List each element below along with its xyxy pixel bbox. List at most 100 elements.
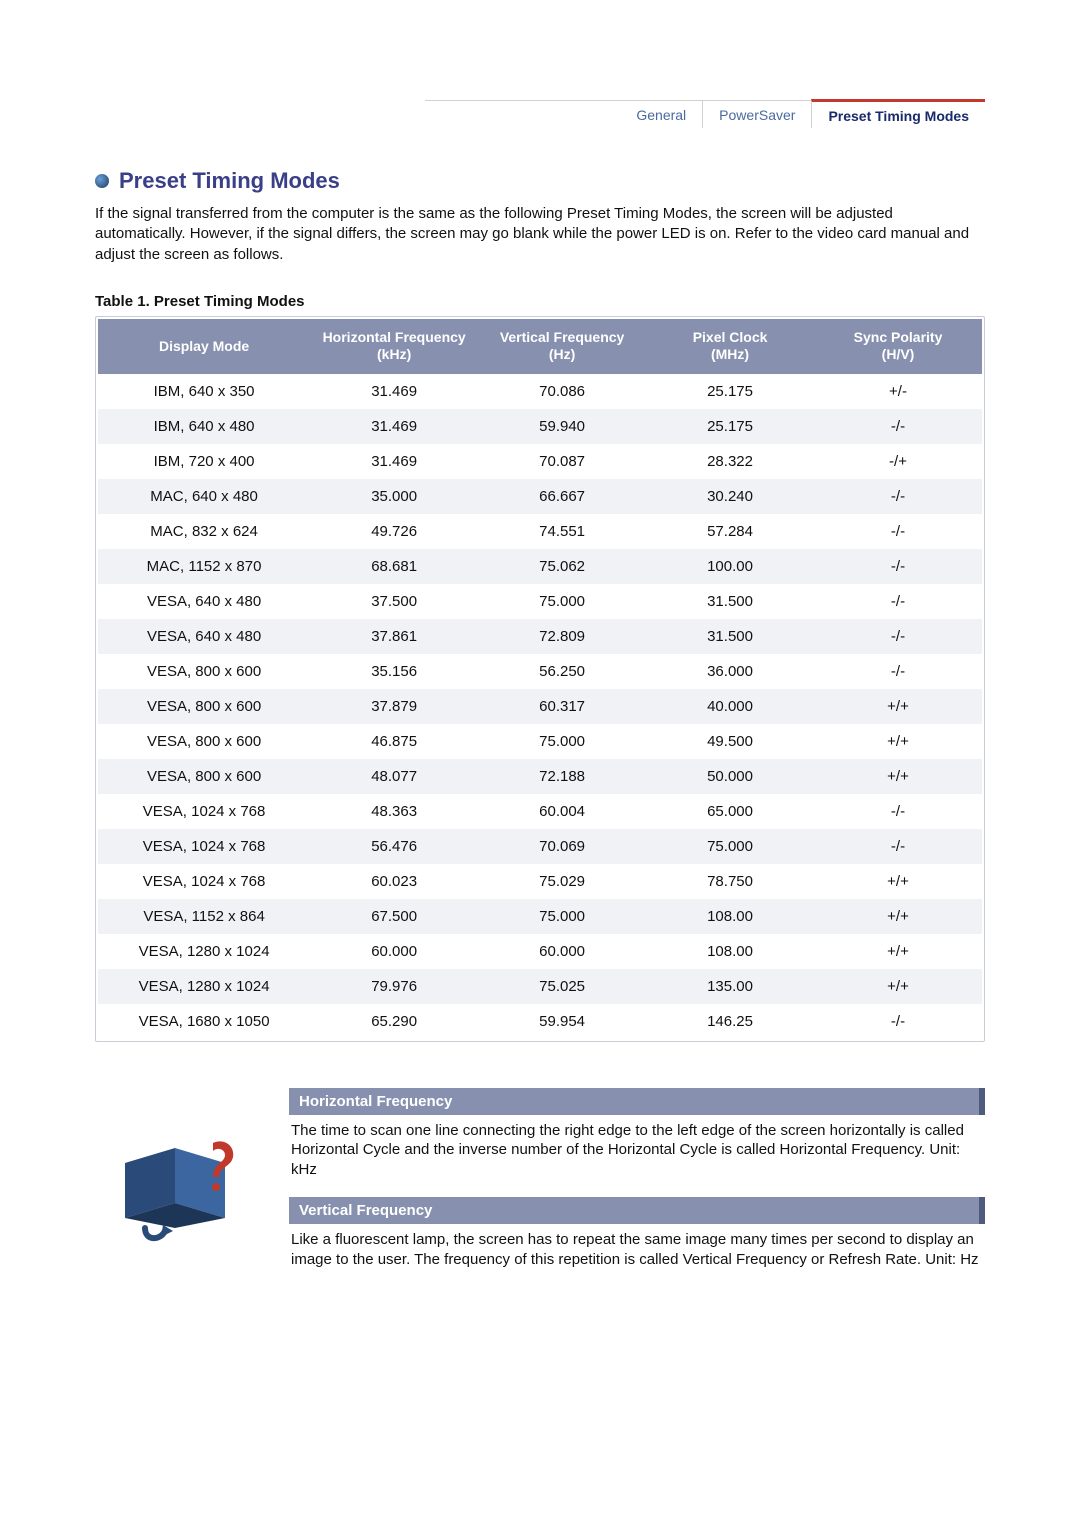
table-row: VESA, 1024 x 76856.47670.06975.000-/- bbox=[98, 829, 982, 864]
table-caption: Table 1. Preset Timing Modes bbox=[95, 293, 985, 310]
table-row: MAC, 1152 x 87068.68175.062100.00-/- bbox=[98, 549, 982, 584]
table-cell: 48.363 bbox=[310, 794, 478, 829]
table-cell: 37.500 bbox=[310, 584, 478, 619]
table-cell: +/+ bbox=[814, 864, 982, 899]
table-cell: 66.667 bbox=[478, 479, 646, 514]
table-row: VESA, 1152 x 86467.50075.000108.00+/+ bbox=[98, 899, 982, 934]
table-cell: +/+ bbox=[814, 689, 982, 724]
table-row: MAC, 832 x 62449.72674.55157.284-/- bbox=[98, 514, 982, 549]
table-cell: 108.00 bbox=[646, 899, 814, 934]
bullet-icon bbox=[95, 174, 109, 188]
table-cell: -/- bbox=[814, 654, 982, 689]
tab-preset-timing-modes[interactable]: Preset Timing Modes bbox=[811, 99, 985, 128]
table-cell: 37.879 bbox=[310, 689, 478, 724]
table-cell: 146.25 bbox=[646, 1004, 814, 1039]
table-cell: 67.500 bbox=[310, 899, 478, 934]
table-cell: -/- bbox=[814, 549, 982, 584]
table-cell: 65.290 bbox=[310, 1004, 478, 1039]
table-cell: 40.000 bbox=[646, 689, 814, 724]
table-cell: -/- bbox=[814, 794, 982, 829]
table-cell: 37.861 bbox=[310, 619, 478, 654]
table-cell: 56.476 bbox=[310, 829, 478, 864]
table-cell: 56.250 bbox=[478, 654, 646, 689]
table-cell: IBM, 640 x 350 bbox=[98, 374, 310, 409]
table-cell: IBM, 720 x 400 bbox=[98, 444, 310, 479]
table-row: VESA, 640 x 48037.86172.80931.500-/- bbox=[98, 619, 982, 654]
table-cell: -/- bbox=[814, 479, 982, 514]
table-cell: 36.000 bbox=[646, 654, 814, 689]
table-cell: VESA, 1152 x 864 bbox=[98, 899, 310, 934]
table-cell: 59.954 bbox=[478, 1004, 646, 1039]
table-cell: 70.086 bbox=[478, 374, 646, 409]
table-row: VESA, 1280 x 102479.97675.025135.00+/+ bbox=[98, 969, 982, 1004]
intro-text: If the signal transferred from the compu… bbox=[95, 204, 985, 265]
table-cell: -/- bbox=[814, 829, 982, 864]
table-cell: 31.469 bbox=[310, 444, 478, 479]
table-cell: 75.000 bbox=[478, 584, 646, 619]
table-cell: 35.000 bbox=[310, 479, 478, 514]
table-cell: VESA, 640 x 480 bbox=[98, 584, 310, 619]
col-header: Horizontal Frequency(kHz) bbox=[310, 319, 478, 374]
table-row: VESA, 800 x 60048.07772.18850.000+/+ bbox=[98, 759, 982, 794]
definitions: Horizontal FrequencyThe time to scan one… bbox=[95, 1088, 985, 1288]
table-cell: VESA, 800 x 600 bbox=[98, 759, 310, 794]
table-cell: 50.000 bbox=[646, 759, 814, 794]
col-header: Display Mode bbox=[98, 319, 310, 374]
table-cell: 57.284 bbox=[646, 514, 814, 549]
table-row: IBM, 640 x 48031.46959.94025.175-/- bbox=[98, 409, 982, 444]
table-cell: 75.000 bbox=[478, 899, 646, 934]
table-cell: -/- bbox=[814, 584, 982, 619]
page-title: Preset Timing Modes bbox=[119, 168, 340, 194]
table-cell: 75.000 bbox=[646, 829, 814, 864]
table-cell: -/+ bbox=[814, 444, 982, 479]
table-cell: 28.322 bbox=[646, 444, 814, 479]
tab-powersaver[interactable]: PowerSaver bbox=[702, 101, 811, 128]
table-cell: 68.681 bbox=[310, 549, 478, 584]
table-cell: VESA, 1024 x 768 bbox=[98, 829, 310, 864]
table-cell: -/- bbox=[814, 514, 982, 549]
table-cell: 72.188 bbox=[478, 759, 646, 794]
definition-heading: Horizontal Frequency bbox=[289, 1088, 985, 1115]
table-row: VESA, 640 x 48037.50075.00031.500-/- bbox=[98, 584, 982, 619]
table-cell: 25.175 bbox=[646, 374, 814, 409]
table-cell: 78.750 bbox=[646, 864, 814, 899]
table-row: IBM, 720 x 40031.46970.08728.322-/+ bbox=[98, 444, 982, 479]
table-row: VESA, 1024 x 76860.02375.02978.750+/+ bbox=[98, 864, 982, 899]
definition-text: The time to scan one line connecting the… bbox=[289, 1115, 985, 1198]
table-row: VESA, 1280 x 102460.00060.000108.00+/+ bbox=[98, 934, 982, 969]
table-cell: VESA, 1680 x 1050 bbox=[98, 1004, 310, 1039]
table-cell: 65.000 bbox=[646, 794, 814, 829]
table-cell: +/+ bbox=[814, 759, 982, 794]
table-cell: 60.000 bbox=[310, 934, 478, 969]
col-header: Pixel Clock(MHz) bbox=[646, 319, 814, 374]
table-row: IBM, 640 x 35031.46970.08625.175+/- bbox=[98, 374, 982, 409]
col-header: Vertical Frequency(Hz) bbox=[478, 319, 646, 374]
table-cell: VESA, 1024 x 768 bbox=[98, 794, 310, 829]
table-cell: VESA, 640 x 480 bbox=[98, 619, 310, 654]
table-cell: 25.175 bbox=[646, 409, 814, 444]
table-cell: VESA, 1280 x 1024 bbox=[98, 969, 310, 1004]
table-row: VESA, 800 x 60046.87575.00049.500+/+ bbox=[98, 724, 982, 759]
table-cell: 74.551 bbox=[478, 514, 646, 549]
table-cell: 30.240 bbox=[646, 479, 814, 514]
table-cell: +/+ bbox=[814, 899, 982, 934]
tab-general[interactable]: General bbox=[620, 101, 702, 128]
table-cell: VESA, 1280 x 1024 bbox=[98, 934, 310, 969]
table-cell: 135.00 bbox=[646, 969, 814, 1004]
table-cell: +/+ bbox=[814, 934, 982, 969]
definition-heading: Vertical Frequency bbox=[289, 1197, 985, 1224]
table-cell: 75.025 bbox=[478, 969, 646, 1004]
tab-bar: GeneralPowerSaverPreset Timing Modes bbox=[425, 100, 985, 128]
table-row: VESA, 1680 x 105065.29059.954146.25-/- bbox=[98, 1004, 982, 1039]
table-cell: 75.062 bbox=[478, 549, 646, 584]
table-cell: 31.500 bbox=[646, 619, 814, 654]
table-row: VESA, 800 x 60035.15656.25036.000-/- bbox=[98, 654, 982, 689]
table-cell: +/+ bbox=[814, 724, 982, 759]
table-cell: 48.077 bbox=[310, 759, 478, 794]
table-cell: 79.976 bbox=[310, 969, 478, 1004]
table-cell: 31.469 bbox=[310, 374, 478, 409]
table-row: MAC, 640 x 48035.00066.66730.240-/- bbox=[98, 479, 982, 514]
table-cell: 70.087 bbox=[478, 444, 646, 479]
table-cell: VESA, 800 x 600 bbox=[98, 724, 310, 759]
table-cell: -/- bbox=[814, 619, 982, 654]
